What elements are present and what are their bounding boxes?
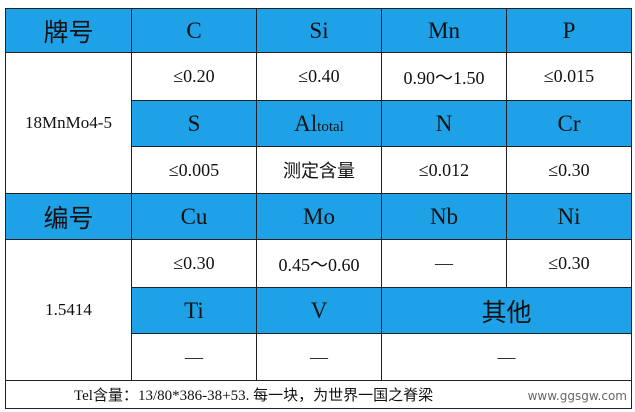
header-cell: Ni <box>506 193 632 240</box>
header-cell: P <box>506 8 632 53</box>
header-cell: Cu <box>131 193 257 240</box>
value-cell: ≤0.30 <box>506 239 632 288</box>
header-cell: V <box>256 287 382 334</box>
header-cell: Ti <box>131 287 257 334</box>
header-cell: Altotal <box>256 100 382 147</box>
value-cell: ≤0.30 <box>506 146 632 194</box>
header-cell: Mn <box>381 8 507 53</box>
header-cell: Cr <box>506 100 632 147</box>
value-cell: ≤0.012 <box>381 146 507 194</box>
header-cell: Si <box>256 8 382 53</box>
header-cell: N <box>381 100 507 147</box>
header-cell: Nb <box>381 193 507 240</box>
number-cell: 1.5414 <box>5 239 132 381</box>
element-sub: total <box>317 118 344 135</box>
watermark: www.ggsgw.com <box>527 389 627 403</box>
grade-cell: 18MnMo4-5 <box>5 52 132 194</box>
value-cell: — <box>381 239 507 288</box>
value-cell: — <box>256 333 382 381</box>
value-cell: ≤0.015 <box>506 52 632 101</box>
header-cell: Mo <box>256 193 382 240</box>
value-cell: — <box>381 333 632 381</box>
value-cell: ≤0.30 <box>131 239 257 288</box>
value-cell: ≤0.005 <box>131 146 257 194</box>
value-cell: 0.90～1.50 <box>381 52 507 101</box>
header-cell: S <box>131 100 257 147</box>
value-cell: ≤0.40 <box>256 52 382 101</box>
header-cell: C <box>131 8 257 53</box>
header-cell: 其他 <box>381 287 632 334</box>
value-cell: — <box>131 333 257 381</box>
value-cell: 0.45～0.60 <box>256 239 382 288</box>
header-cell: 编号 <box>5 193 132 240</box>
element: Al <box>294 110 318 136</box>
footer: Tel含量：13/80*386-38+53. 每一块，为世界一国之脊梁 <box>5 380 632 409</box>
composition-table: 牌号 C Si Mn P 18MnMo4-5 ≤0.20 ≤0.40 0.90～… <box>5 8 632 409</box>
value-cell: 测定含量 <box>256 146 382 194</box>
header-cell: 牌号 <box>5 8 132 53</box>
value-cell: ≤0.20 <box>131 52 257 101</box>
